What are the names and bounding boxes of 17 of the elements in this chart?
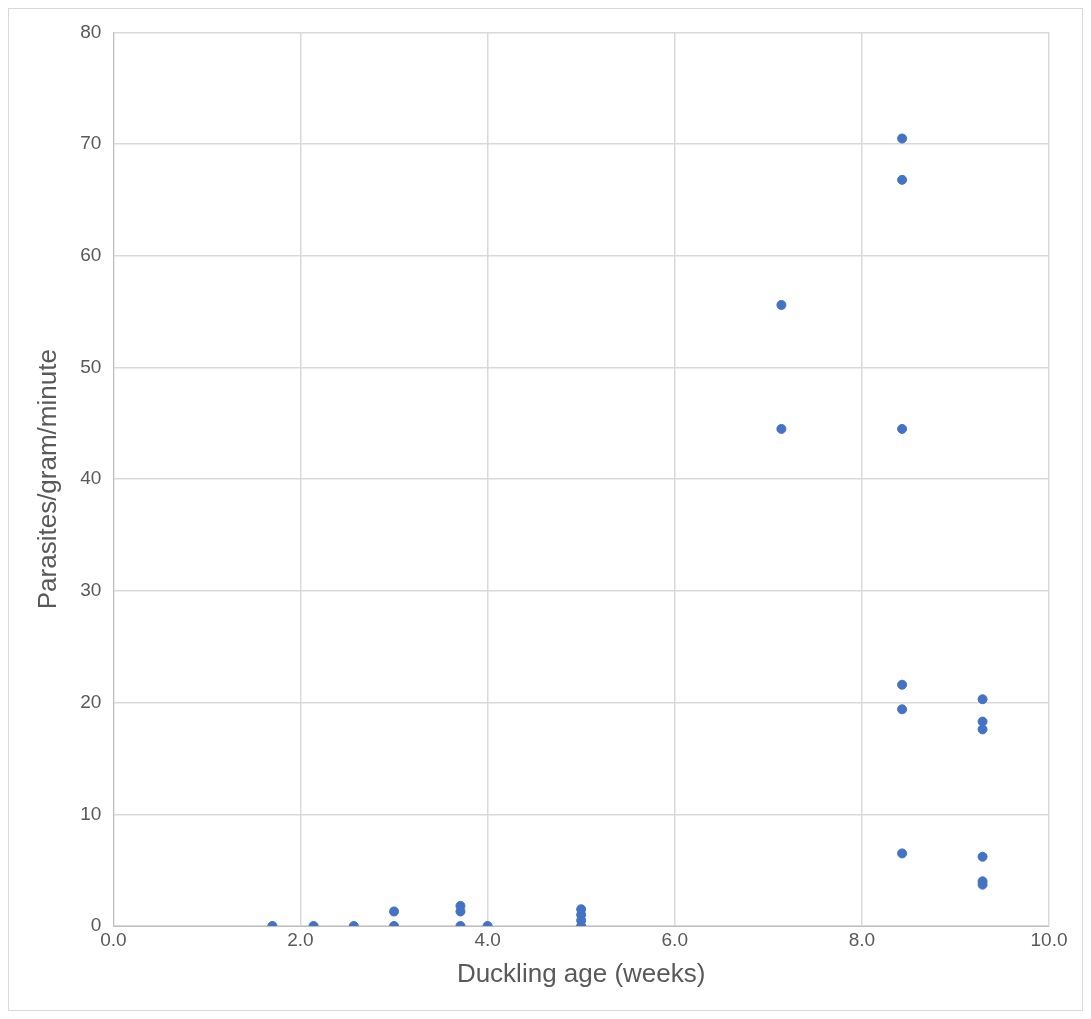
x-tick-label: 2.0 (287, 928, 314, 950)
y-tick-label: 30 (80, 579, 102, 601)
y-tick-label: 10 (80, 802, 102, 824)
x-tick-label: 0.0 (100, 928, 127, 950)
x-axis-title: Duckling age (weeks) (456, 957, 706, 988)
y-tick-label: 40 (80, 467, 102, 489)
y-tick-label: 70 (80, 132, 102, 154)
x-tick-label: 4.0 (474, 928, 501, 950)
y-tick-label: 50 (80, 355, 102, 377)
y-tick-label: 0 (90, 914, 102, 936)
y-axis-title: Parasites/gram/minute (31, 349, 62, 610)
y-tick-label: 20 (80, 690, 102, 712)
x-tick-label: 6.0 (661, 928, 688, 950)
y-tick-label: 60 (80, 244, 102, 266)
x-tick-label: 10.0 (1030, 928, 1068, 950)
x-tick-label: 8.0 (848, 928, 876, 950)
y-tick-label: 80 (80, 20, 102, 42)
